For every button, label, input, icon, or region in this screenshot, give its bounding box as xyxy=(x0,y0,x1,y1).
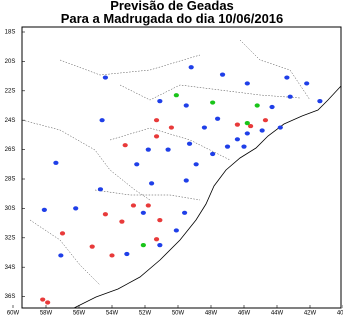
station xyxy=(53,160,59,165)
station xyxy=(157,98,163,104)
station xyxy=(248,123,254,129)
lat-tick-label: 24S xyxy=(5,118,16,124)
lon-tick-label: 52W xyxy=(139,311,152,317)
station xyxy=(99,118,105,123)
lon-tick-label: 60W xyxy=(7,311,20,317)
station xyxy=(119,219,125,224)
station xyxy=(40,297,46,302)
station xyxy=(140,243,146,248)
station xyxy=(89,244,95,249)
station xyxy=(244,131,250,136)
lat-tick-label: 30S xyxy=(5,206,16,212)
lon-tick-label: 44W xyxy=(271,311,284,317)
station xyxy=(215,116,221,121)
coastline xyxy=(73,85,342,309)
lon-tick-label: 56W xyxy=(73,311,86,317)
station xyxy=(134,162,140,167)
station xyxy=(165,147,171,152)
station xyxy=(183,103,189,108)
station xyxy=(287,94,293,99)
lat-tick-label: 20S xyxy=(5,59,16,65)
lon-tick-label: 46W xyxy=(238,311,251,317)
station xyxy=(153,134,160,139)
station xyxy=(145,203,151,208)
station xyxy=(122,143,128,148)
station xyxy=(219,72,226,77)
station xyxy=(153,118,160,123)
lat-tick-label: 34S xyxy=(5,265,16,271)
station xyxy=(145,147,151,152)
station xyxy=(317,98,323,104)
lon-tick-label: 48W xyxy=(205,311,218,317)
station xyxy=(304,81,310,86)
station xyxy=(41,207,47,212)
station xyxy=(244,121,250,126)
station xyxy=(58,253,64,258)
lat-tick-label: 32S xyxy=(5,235,16,241)
station xyxy=(241,144,247,149)
lat-tick-label: 18S xyxy=(5,30,16,36)
station xyxy=(97,187,104,192)
lat-tick-label: 28S xyxy=(5,177,16,183)
station xyxy=(130,203,137,208)
station xyxy=(157,218,163,223)
station xyxy=(234,137,240,142)
station xyxy=(234,122,240,127)
station xyxy=(59,231,66,236)
station xyxy=(259,128,265,133)
station xyxy=(149,181,155,186)
lat-tick-label: 36S xyxy=(5,294,16,300)
station xyxy=(269,104,275,110)
station xyxy=(224,144,231,149)
station xyxy=(109,253,115,258)
station xyxy=(193,162,199,167)
borders xyxy=(21,39,311,286)
station xyxy=(186,141,193,146)
station xyxy=(244,81,250,86)
station xyxy=(153,237,160,242)
station xyxy=(182,210,188,215)
lat-tick-label: 26S xyxy=(5,147,16,153)
station xyxy=(140,210,146,215)
station xyxy=(210,151,216,157)
station xyxy=(173,228,179,233)
station xyxy=(168,125,174,130)
lat-tick-label: 22S xyxy=(5,88,16,94)
lon-tick-label: 42W xyxy=(304,311,317,317)
station xyxy=(254,103,260,108)
station xyxy=(210,100,216,105)
station xyxy=(173,93,179,98)
station xyxy=(277,125,283,130)
lon-tick-label: 40W xyxy=(337,311,343,317)
station xyxy=(188,65,194,70)
station xyxy=(157,243,163,248)
station xyxy=(102,75,108,80)
station xyxy=(262,118,269,123)
station xyxy=(73,206,79,211)
station xyxy=(284,75,290,80)
station xyxy=(102,212,108,217)
map-frame xyxy=(21,26,342,309)
lon-tick-label: 50W xyxy=(172,311,185,317)
lon-tick-label: 58W xyxy=(40,311,53,317)
station xyxy=(183,178,189,183)
station xyxy=(45,300,51,305)
lon-tick-label: 54W xyxy=(106,311,119,317)
station xyxy=(201,125,207,130)
station xyxy=(124,251,130,257)
subtitle: Para a Madrugada do dia 10/06/2016 xyxy=(61,11,284,26)
title: Previsão de Geadas xyxy=(110,0,234,13)
